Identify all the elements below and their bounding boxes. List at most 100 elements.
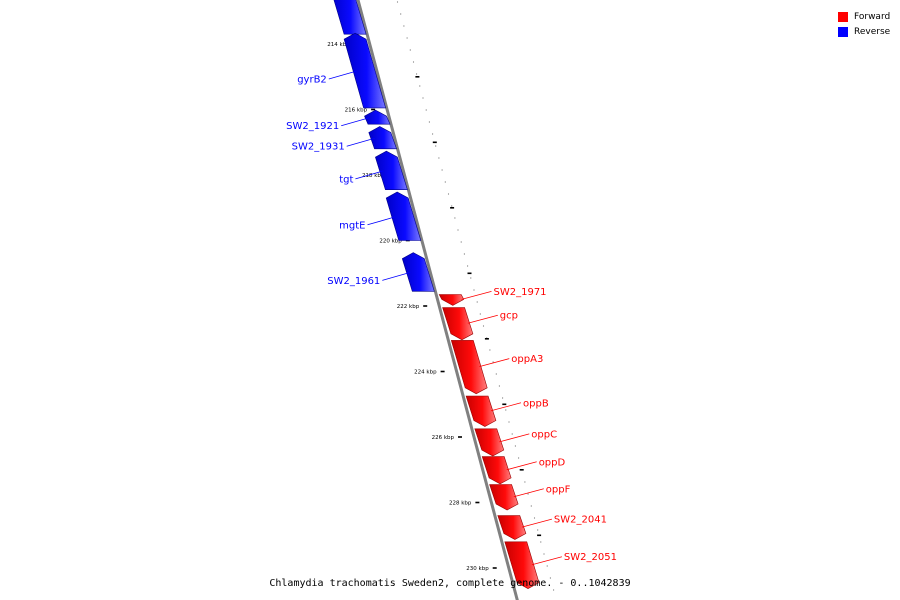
gene-label-leader xyxy=(531,556,563,566)
gene-label-leader xyxy=(367,216,396,226)
gene-arrow-SW2_1931 xyxy=(368,126,397,150)
scale-dot xyxy=(416,73,418,75)
scale-dot xyxy=(396,1,399,3)
gene-arrow-SW2_1961 xyxy=(401,252,435,292)
gene-arrow-SW2_1971 xyxy=(438,294,465,306)
gene-label-oppC: oppC xyxy=(531,429,557,440)
scale-dot xyxy=(479,313,481,315)
scale-dot xyxy=(553,589,555,591)
gene-label-leader xyxy=(499,433,530,443)
legend-item-reverse: Reverse xyxy=(838,24,890,39)
gene-label-leader xyxy=(328,70,357,80)
gene-label-SW2_2051: SW2_2051 xyxy=(564,552,617,563)
scale-dot xyxy=(444,181,446,183)
gene-arrow-gyrB2 xyxy=(343,32,386,109)
scale-dot xyxy=(406,37,408,39)
scale-dot xyxy=(508,421,510,423)
legend: Forward Reverse xyxy=(838,9,890,39)
scale-dot xyxy=(432,133,434,135)
gene-arrow-SW2_2051 xyxy=(504,541,540,589)
scale-dot xyxy=(476,301,478,303)
tick-label: 230 kbp xyxy=(466,566,489,572)
scale-dot xyxy=(428,121,430,123)
gene-arrow-SW2_2041 xyxy=(497,515,527,540)
scale-dot xyxy=(498,385,500,387)
gene-label-leader xyxy=(346,137,375,147)
scale-dot xyxy=(492,361,494,363)
gene-arrow-oppB xyxy=(465,395,497,427)
scale-dot xyxy=(537,529,539,531)
genome-axis-line xyxy=(356,0,519,600)
tick-label: 214 kbp xyxy=(327,42,350,48)
scale-dot xyxy=(549,577,552,579)
scale-ticks: 214 kbp 216 kbp 218 kbp 220 kbp 222 kbp 224 k… xyxy=(327,42,559,600)
tick-label: 220 kbp xyxy=(379,239,402,245)
gene-label-oppF: oppF xyxy=(546,484,571,495)
gene-arrow-oppF xyxy=(489,484,519,511)
gene-label-oppB: oppB xyxy=(523,398,549,409)
scale-dot xyxy=(546,565,548,567)
genome-caption: Chlamydia trachomatis Sweden2, complete … xyxy=(269,578,631,589)
scale-dot xyxy=(419,85,421,87)
scale-dots xyxy=(396,1,555,591)
scale-dot xyxy=(403,25,405,27)
scale-dot xyxy=(463,253,465,255)
scale-dot xyxy=(514,445,517,447)
gene-label-tgt: tgt xyxy=(339,174,353,185)
gene-label-leader xyxy=(461,291,492,300)
legend-label-forward: Forward xyxy=(854,11,891,22)
scale-dot xyxy=(540,541,542,543)
scale-dot xyxy=(457,229,459,231)
gene-label-SW2_2041: SW2_2041 xyxy=(554,515,607,526)
scale-dot xyxy=(533,517,536,519)
scale-dot xyxy=(511,433,513,435)
gene-arrow-SW2_1921 xyxy=(364,109,391,125)
scale-dot xyxy=(473,289,475,291)
gene-label-leader xyxy=(479,358,510,367)
gene-label-leader xyxy=(341,117,370,127)
scale-dot xyxy=(460,241,462,243)
scale-dot xyxy=(412,61,415,63)
gene-label-leader xyxy=(513,488,544,498)
scale-dot xyxy=(482,325,485,327)
gene-arrow-mgtE xyxy=(385,191,422,241)
scale-dot xyxy=(543,553,545,555)
gene-arrow-gcp xyxy=(442,307,474,341)
gene-label-oppD: oppD xyxy=(539,457,566,468)
scale-dot xyxy=(505,409,507,411)
scale-dot xyxy=(400,13,402,15)
gene-label-SW2_1921: SW2_1921 xyxy=(286,121,339,132)
gene-label-SW2_1931: SW2_1931 xyxy=(292,142,345,153)
scale-dot xyxy=(422,97,424,99)
gene-label-leader xyxy=(382,272,411,281)
gene-label-leader xyxy=(490,402,522,412)
gene-label-SW2_1971: SW2_1971 xyxy=(494,287,547,298)
scale-dot xyxy=(467,265,469,267)
scale-dot xyxy=(527,493,529,495)
tick-label: 224 kbp xyxy=(414,370,437,376)
gene-label-leader xyxy=(506,461,537,471)
tick-label: 218 kbp xyxy=(362,173,385,179)
scale-dot xyxy=(524,481,526,483)
legend-swatch-forward xyxy=(838,11,848,22)
scale-dot xyxy=(409,49,411,51)
gene-label-leader xyxy=(521,518,553,528)
scale-dot xyxy=(530,505,532,507)
scale-dot xyxy=(425,109,427,111)
gene-label-SW2_1961: SW2_1961 xyxy=(327,276,380,287)
scale-dot xyxy=(495,373,497,375)
scale-dot xyxy=(454,217,456,219)
gene-arrow-oppC xyxy=(474,428,505,457)
scale-dot xyxy=(441,169,443,171)
tick-label: 226 kbp xyxy=(432,435,455,441)
scale-dot xyxy=(489,349,491,351)
legend-swatch-reverse xyxy=(838,26,848,37)
gene-label-mgtE: mgtE xyxy=(339,220,365,231)
gene-label-gcp: gcp xyxy=(500,311,518,322)
tick-label: 222 kbp xyxy=(397,304,420,310)
scale-dot xyxy=(447,193,450,195)
tick-label: 228 kbp xyxy=(449,501,472,507)
gene-arrow-oppA3 xyxy=(450,340,488,395)
